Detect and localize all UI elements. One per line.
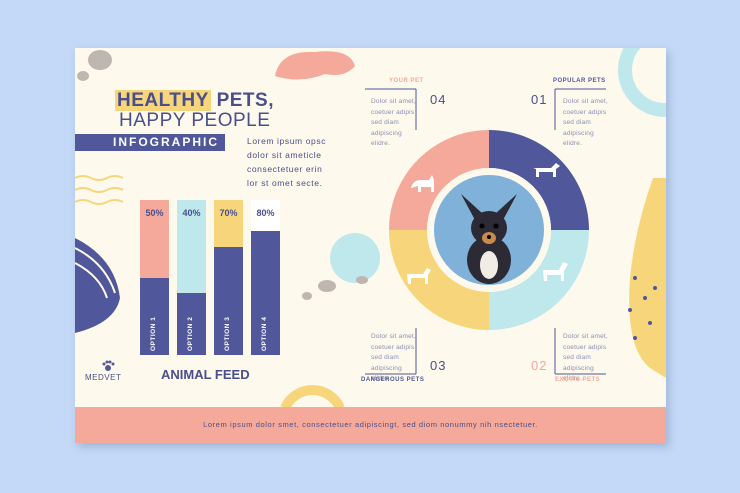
feed-bar-chart: 50% OPTION 1 40% OPTION 2 70% OPTION 3 80% OPTI… — [140, 200, 290, 355]
navy-dot — [633, 276, 637, 280]
navy-wave — [75, 238, 120, 333]
gray-pebble — [302, 292, 312, 300]
yellow-arc — [280, 385, 345, 411]
label-dangerous-pets: DANGEROUS PETS — [361, 377, 425, 383]
step-number-01: 01 — [531, 92, 548, 107]
navy-dot — [648, 321, 652, 325]
chart-title: ANIMAL FEED — [161, 367, 250, 382]
label-popular-pets: POPULAR PETS — [553, 78, 606, 84]
bar-category-label: OPTION 2 — [187, 316, 194, 351]
subtitle: HAPPY PEOPLE — [119, 110, 271, 131]
gray-pebble — [77, 71, 89, 81]
wave-line — [75, 247, 116, 294]
dangerous-pets-text: Dolor sit amet, coetuer adipis sed diam … — [371, 333, 416, 382]
label-your-pet: YOUR PET — [389, 78, 424, 84]
yellow-zigzag — [75, 199, 124, 205]
your-pet-text: Dolor sit amet, coetuer adipis sed diam … — [371, 98, 416, 147]
bar-option-1 — [140, 277, 169, 355]
label-exotic-pets: EXOTIC PETS — [555, 377, 601, 383]
paw-icon — [102, 360, 115, 371]
navy-dot — [628, 308, 632, 312]
decorative-shapes — [75, 48, 666, 411]
popular-pets-text: Dolor sit amet, coetuer adipis sed diam … — [563, 98, 608, 147]
bar-value-label: 80% — [256, 208, 275, 218]
gray-pebble — [88, 50, 112, 70]
bracket-line — [365, 328, 417, 375]
bar-background — [214, 200, 243, 247]
yellow-zigzag — [75, 187, 124, 193]
bar-background — [140, 200, 169, 278]
cyan-ring-corner — [618, 48, 666, 117]
dog-silhouette-icon — [533, 163, 560, 177]
step-number-04: 04 — [430, 92, 447, 107]
step-number-02: 02 — [531, 358, 548, 373]
footer-text: Lorem ipsum dolor smet, consectetuer adi… — [203, 420, 538, 429]
navy-dot — [633, 336, 637, 340]
bar-category-label: OPTION 4 — [261, 316, 268, 351]
step-number-03: 03 — [430, 358, 447, 373]
bar-value-label: 70% — [219, 208, 238, 218]
cat-silhouette-icon — [411, 175, 434, 192]
infographic-band: INFOGRAPHIC — [75, 134, 225, 151]
cyan-circle — [330, 233, 380, 283]
exotic-pets-text: Dolor sit amet, coetuer adipis sed diam … — [563, 333, 608, 382]
bar-background — [177, 200, 206, 293]
chihuahua-icon — [461, 194, 517, 284]
navy-dot — [653, 286, 657, 290]
bracket-line — [554, 328, 606, 375]
bar-category-label: OPTION 1 — [150, 316, 157, 351]
segment-exotic-pets — [489, 230, 589, 330]
intro-text: Lorem ipsum opsc dolor sit ameticle cons… — [247, 136, 327, 188]
bracket-line — [365, 88, 417, 130]
horse-silhouette-icon — [543, 262, 568, 281]
bar-option-3 — [214, 246, 243, 355]
footer-band: Lorem ipsum dolor smet, consectetuer adi… — [75, 407, 666, 443]
bar-value-label: 50% — [145, 208, 164, 218]
infographic-card: HEALTHY PETS, HAPPY PEOPLE INFOGRAPHIC L… — [75, 48, 666, 443]
main-title: HEALTHY PETS, — [115, 90, 274, 111]
bar-option-2 — [177, 293, 206, 355]
bar-option-4 — [251, 231, 280, 355]
brand-name: MEDVET — [85, 373, 122, 382]
navy-dot — [643, 296, 647, 300]
segment-popular-pets — [489, 130, 589, 230]
gray-pebble — [356, 276, 368, 284]
bar-value-label: 40% — [182, 208, 201, 218]
bar-background — [251, 200, 280, 231]
bracket-line — [554, 88, 606, 130]
wave-line — [75, 262, 108, 299]
goat-silhouette-icon — [407, 268, 431, 284]
yellow-zigzag — [75, 175, 124, 181]
yellow-blob-right — [629, 178, 666, 378]
segment-your-pet — [389, 130, 489, 230]
gray-pebble — [318, 280, 336, 292]
segment-dangerous-pets — [389, 230, 489, 330]
bar-category-label: OPTION 3 — [224, 316, 231, 351]
pet-cycle-diagram — [389, 130, 589, 330]
pink-blob-top — [275, 51, 355, 80]
